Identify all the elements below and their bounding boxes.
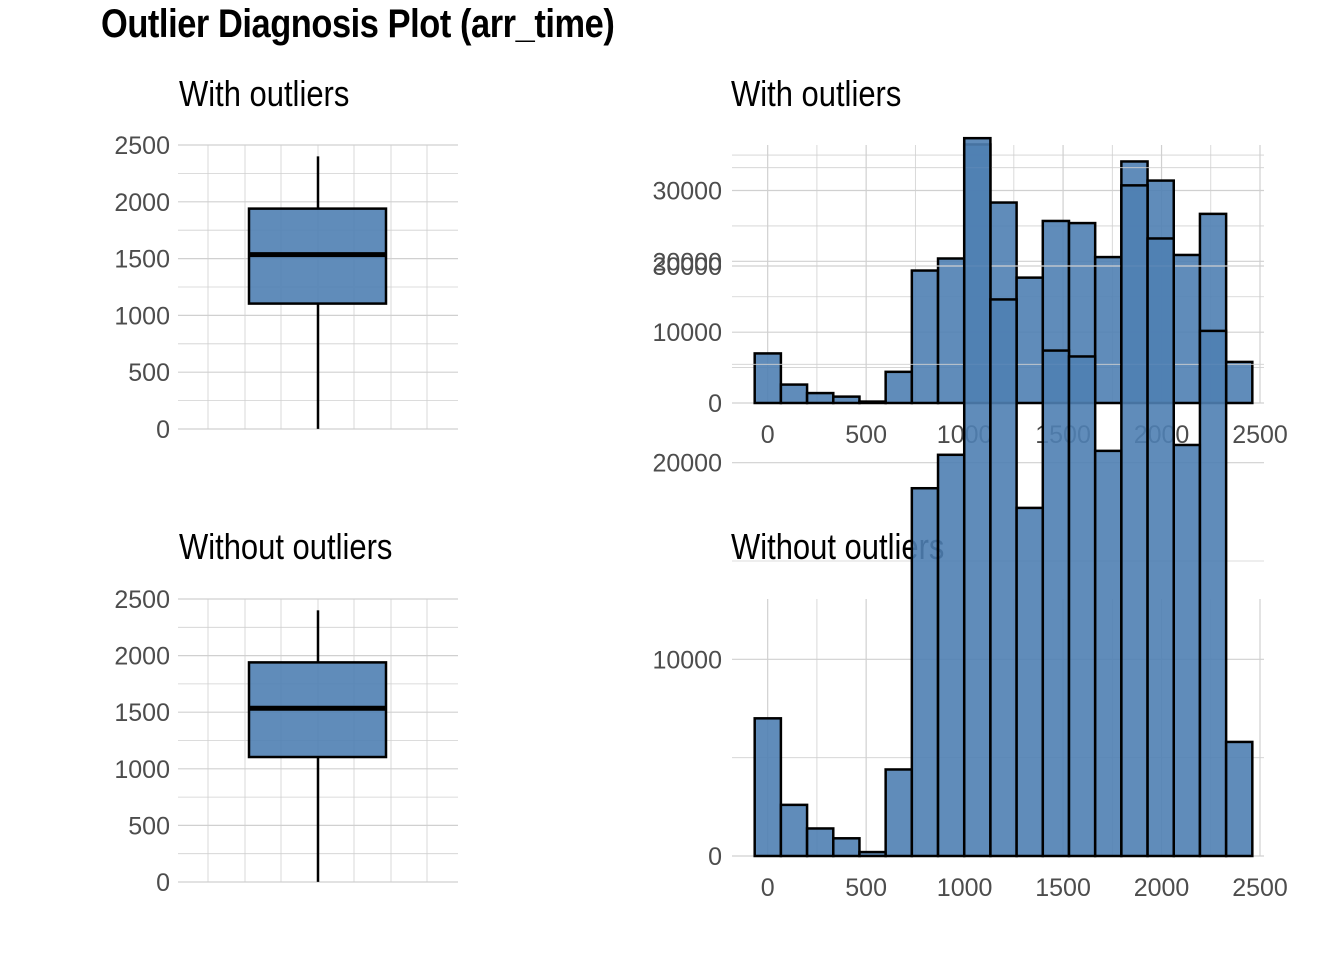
x-tick-label: 2000 [1134, 874, 1190, 902]
histogram-bar [858, 400, 887, 405]
histogram-bar [1146, 237, 1175, 858]
y-tick-label: 1500 [114, 699, 170, 727]
histogram-bar [805, 391, 835, 405]
boxplot-without-outliers-panel: 0 500 1000 1500 2000 2500 [114, 586, 458, 897]
histogram-bar [779, 383, 809, 405]
y-tick-label: 30000 [652, 178, 722, 206]
histogram-bar [1041, 349, 1071, 858]
y-tick-label: 2000 [114, 189, 170, 217]
x-tick-label: 1000 [937, 874, 993, 902]
x-tick-label: 500 [845, 874, 887, 902]
histogram-bar [884, 370, 914, 405]
histogram-bar [1172, 443, 1202, 858]
y-tick-label: 2500 [114, 132, 170, 160]
histogram-bar [936, 257, 966, 405]
y-tick-label: 20000 [652, 450, 722, 478]
histogram-bar [1224, 740, 1254, 858]
histogram-bar [1198, 329, 1228, 858]
y-tick-label: 500 [128, 812, 170, 840]
histogram-bar [1172, 253, 1202, 405]
histogram-bar [832, 837, 861, 858]
y-tick-label: 2000 [114, 643, 170, 671]
y-tick-label: 2500 [114, 586, 170, 614]
histogram-bar [1015, 506, 1045, 858]
histogram-bar [910, 269, 940, 405]
histogram-bar [962, 136, 992, 858]
histogram-bar [884, 768, 914, 858]
x-tick-label: 2500 [1232, 421, 1288, 449]
panel-title-hist-with-outliers: With outliers [731, 73, 902, 114]
x-tick-label: 1500 [1035, 874, 1091, 902]
histogram-bar [832, 395, 861, 405]
y-tick-label: 1000 [114, 756, 170, 784]
histogram-bar [936, 453, 966, 858]
y-tick-label: 10000 [652, 319, 722, 347]
x-tick-label: 500 [845, 421, 887, 449]
histogram-bar [1120, 184, 1149, 858]
histogram-bar [753, 352, 783, 405]
y-tick-label: 1000 [114, 302, 170, 330]
histogram-bar [858, 850, 887, 858]
histogram-bar [910, 486, 940, 858]
y-tick-label: 10000 [652, 646, 722, 674]
histogram-bar [1067, 355, 1097, 858]
y-tick-label: 30000 [652, 253, 722, 281]
x-tick-label: 0 [761, 421, 775, 449]
y-tick-label: 1500 [114, 246, 170, 274]
histogram-bar [989, 298, 1018, 858]
chart-main-title: Outlier Diagnosis Plot (arr_time) [101, 2, 615, 46]
panel-title-box-without-outliers: Without outliers [179, 526, 393, 567]
histogram-bar [779, 803, 809, 858]
x-tick-label: 0 [761, 874, 775, 902]
y-tick-label: 0 [708, 390, 722, 418]
y-tick-label: 0 [156, 416, 170, 444]
y-tick-label: 20000 [652, 248, 722, 276]
histogram-bar [1093, 449, 1123, 858]
panel-title-box-with-outliers: With outliers [179, 73, 350, 114]
y-tick-label: 500 [128, 359, 170, 387]
histogram-bar [805, 827, 835, 858]
histogram-bar [753, 717, 783, 858]
histogram-bar [1224, 360, 1254, 405]
y-tick-label: 0 [156, 869, 170, 897]
boxplot-with-outliers-panel: 0 500 1000 1500 2000 2500 [114, 132, 458, 444]
x-tick-label: 2500 [1232, 874, 1288, 902]
histogram-bar [1093, 255, 1123, 405]
y-tick-label: 0 [708, 843, 722, 871]
histogram-bar [1015, 276, 1045, 405]
panel-title-hist-without-outliers: Without outliers [731, 526, 945, 567]
